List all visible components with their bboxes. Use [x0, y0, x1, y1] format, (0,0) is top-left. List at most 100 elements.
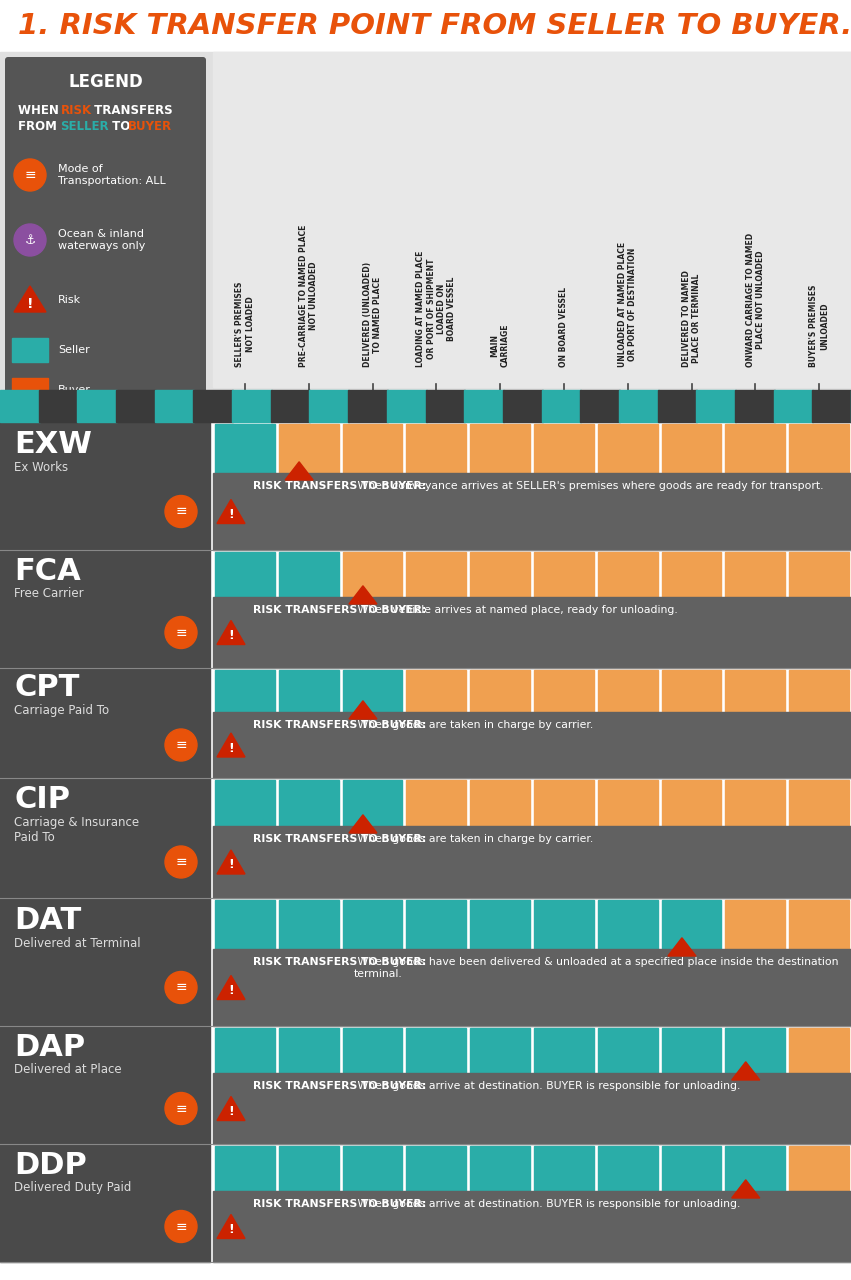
Bar [213, 1073, 851, 1144]
Bar [597, 424, 658, 474]
Bar [0, 1144, 210, 1262]
Circle shape [165, 495, 197, 527]
Bar [426, 390, 465, 422]
Bar [534, 1146, 594, 1190]
Bar [343, 1146, 403, 1190]
Bar [213, 1190, 851, 1262]
Text: When goods have been delivered & unloaded at a specified place inside the destin: When goods have been delivered & unloade… [354, 957, 838, 979]
Polygon shape [217, 975, 245, 1000]
Bar [271, 390, 311, 422]
Text: LEGEND: LEGEND [68, 73, 143, 91]
Text: ONWARD CARRIAGE TO NAMED
PLACE NOT UNLOADED: ONWARD CARRIAGE TO NAMED PLACE NOT UNLOA… [745, 233, 765, 367]
Bar [213, 474, 851, 550]
Bar [789, 552, 849, 596]
Bar [0, 0, 851, 52]
Bar [597, 900, 658, 948]
Text: ON BOARD VESSEL: ON BOARD VESSEL [559, 287, 568, 367]
Bar [661, 900, 722, 948]
Text: Risk: Risk [58, 294, 81, 305]
Bar [597, 780, 658, 826]
Text: Buyer: Buyer [58, 385, 91, 396]
Text: !: ! [228, 628, 234, 643]
Circle shape [165, 846, 197, 878]
Bar [471, 669, 530, 712]
Bar [503, 390, 543, 422]
Bar [471, 1146, 530, 1190]
Bar [0, 52, 851, 422]
Text: DAP: DAP [14, 1033, 85, 1061]
Bar [534, 552, 594, 596]
Bar [407, 780, 466, 826]
Bar [725, 1028, 785, 1073]
Text: ≡: ≡ [175, 626, 187, 640]
Text: SELLER: SELLER [60, 120, 109, 133]
Bar [279, 669, 339, 712]
Bar [774, 390, 814, 422]
Bar [725, 900, 785, 948]
Polygon shape [217, 499, 245, 524]
Bar [215, 1028, 275, 1073]
Circle shape [165, 1211, 197, 1243]
Bar [213, 52, 851, 387]
Bar [0, 0, 851, 52]
Text: DDP: DDP [14, 1151, 87, 1180]
Bar [597, 1028, 658, 1073]
Text: !: ! [228, 1222, 234, 1236]
Bar [279, 1146, 339, 1190]
Bar [407, 1028, 466, 1073]
Bar [534, 424, 594, 474]
Polygon shape [349, 586, 377, 604]
Text: Delivered Duty Paid: Delivered Duty Paid [14, 1181, 131, 1194]
Bar [215, 424, 275, 474]
Bar [155, 390, 194, 422]
Text: Delivered at Terminal: Delivered at Terminal [14, 937, 140, 950]
Text: DELIVERED (UNLOADED)
TO NAMED PLACE: DELIVERED (UNLOADED) TO NAMED PLACE [363, 262, 382, 367]
Text: DAT: DAT [14, 906, 81, 936]
Bar [661, 780, 722, 826]
Text: !: ! [228, 859, 234, 872]
Bar [0, 550, 210, 668]
Bar [813, 390, 851, 422]
Bar [213, 712, 851, 778]
Bar [215, 780, 275, 826]
Bar [279, 424, 339, 474]
Bar [725, 780, 785, 826]
Text: UNLOADED AT NAMED PLACE
OR PORT OF DESTINATION: UNLOADED AT NAMED PLACE OR PORT OF DESTI… [618, 242, 637, 367]
Text: When conveyance arrives at SELLER's premises where goods are ready for transport: When conveyance arrives at SELLER's prem… [354, 481, 823, 492]
Bar [471, 1028, 530, 1073]
Text: !: ! [228, 984, 234, 997]
Bar [0, 1027, 210, 1144]
Text: ≡: ≡ [175, 1102, 187, 1115]
Bar [789, 780, 849, 826]
Bar [343, 1028, 403, 1073]
Bar [580, 390, 620, 422]
Circle shape [165, 617, 197, 649]
Bar [343, 669, 403, 712]
Bar [789, 669, 849, 712]
Polygon shape [668, 938, 696, 956]
Polygon shape [732, 1180, 760, 1198]
Text: PRE-CARRIAGE TO NAMED PLACE
NOT UNLOADED: PRE-CARRIAGE TO NAMED PLACE NOT UNLOADED [299, 224, 318, 367]
Text: !: ! [228, 508, 234, 521]
Text: When goods arrive at destination. BUYER is responsible for unloading.: When goods arrive at destination. BUYER … [354, 1082, 740, 1091]
Text: RISK: RISK [61, 104, 92, 116]
Text: ≡: ≡ [24, 168, 36, 182]
Bar [597, 1146, 658, 1190]
Bar [310, 390, 349, 422]
Text: Free Carrier: Free Carrier [14, 588, 83, 600]
Bar [597, 552, 658, 596]
Bar [661, 424, 722, 474]
Bar [0, 668, 210, 778]
Bar [0, 390, 40, 422]
Bar [725, 424, 785, 474]
Text: When goods are taken in charge by carrier.: When goods are taken in charge by carrie… [354, 835, 593, 844]
Bar [0, 899, 210, 1027]
Bar [387, 390, 426, 422]
Bar [213, 948, 851, 1027]
Bar [77, 390, 117, 422]
Text: RISK TRANSFERS TO BUYER:: RISK TRANSFERS TO BUYER: [253, 605, 426, 614]
Text: !: ! [26, 297, 33, 311]
Bar [735, 390, 774, 422]
Circle shape [14, 159, 46, 191]
Text: EXW: EXW [14, 430, 92, 460]
